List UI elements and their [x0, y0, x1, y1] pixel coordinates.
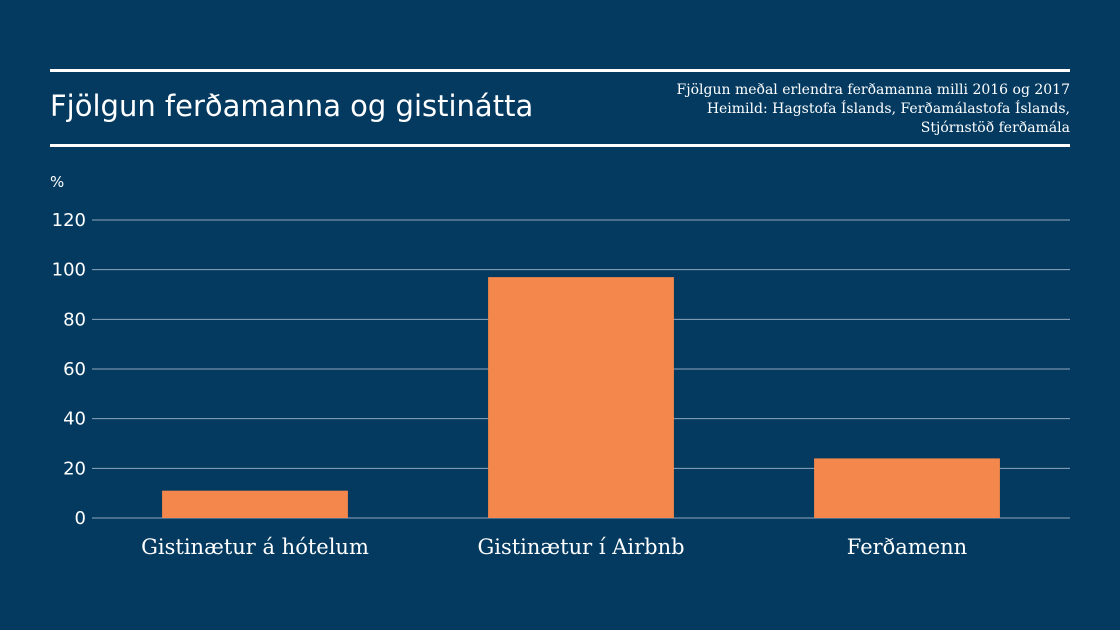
- x-tick-label: Ferðamenn: [847, 535, 967, 559]
- bar: [488, 277, 674, 518]
- subtitle-line: Heimild: Hagstofa Íslands, Ferðamálastof…: [706, 101, 1070, 117]
- subtitle-line: Fjölgun meðal erlendra ferðamanna milli …: [676, 82, 1070, 98]
- axis-labels: 0 20 40 60 80 100 120 Gistinætur á hótelum Gisti…: [52, 210, 968, 559]
- y-axis-unit-label: %: [50, 173, 64, 191]
- bars: [162, 277, 1000, 518]
- x-tick-label: Gistinætur á hótelum: [141, 535, 369, 559]
- bar: [162, 490, 348, 518]
- y-tick-label: 20: [63, 458, 86, 479]
- y-tick-label: 60: [63, 359, 86, 380]
- y-tick-label: 120: [52, 210, 86, 231]
- y-tick-label: 80: [63, 309, 86, 330]
- header-top-rule: [50, 69, 1070, 72]
- subtitle-line: Stjórnstöð ferðamála: [920, 120, 1070, 136]
- y-tick-label: 40: [63, 409, 86, 430]
- chart-title: Fjölgun ferðamanna og gistinátta: [50, 89, 534, 123]
- chart-subtitle: Fjölgun meðal erlendra ferðamanna milli …: [510, 81, 1070, 138]
- bar: [814, 458, 1000, 518]
- x-tick-label: Gistinætur í Airbnb: [477, 535, 684, 559]
- y-tick-label: 0: [75, 508, 86, 529]
- header-bottom-rule: [50, 144, 1070, 147]
- y-tick-label: 100: [52, 260, 86, 281]
